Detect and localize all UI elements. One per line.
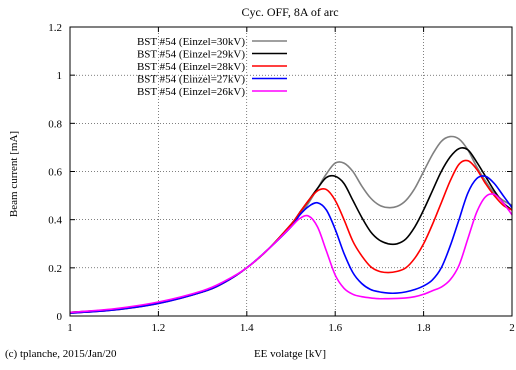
- y-tick-label: 0.8: [48, 118, 62, 130]
- legend-label: BST #54 (Einzel=30kV): [137, 36, 245, 48]
- series-lines: [69, 135, 513, 314]
- y-axis-label: Beam current [mA]: [8, 131, 20, 217]
- y-tick-label: 1: [57, 70, 63, 82]
- y-tick-label: 1.2: [48, 22, 62, 34]
- axis-ticks: 1 1.2 1.4 1.6 1.8 2 0 0.2 0.4 0.6 0.8 1 1.2: [48, 22, 515, 334]
- legend-label: BST #54 (Einzel=26kV): [137, 86, 245, 98]
- chart-title: Cyc. OFF, 8A of arc: [241, 5, 338, 19]
- series-line-3: [69, 159, 513, 314]
- series-line-5: [69, 193, 513, 314]
- y-tick-label: 0.4: [48, 215, 62, 227]
- copyright-text: (c) tplanche, 2015/Jan/20: [5, 348, 117, 360]
- legend-label: BST #54 (Einzel=27kV): [137, 74, 245, 86]
- x-tick-label: 1.8: [417, 322, 431, 334]
- x-tick-label: 1: [67, 322, 73, 334]
- x-tick-label: 1.4: [240, 322, 254, 334]
- y-tick-label: 0.6: [48, 167, 62, 179]
- legend-label: BST #54 (Einzel=29kV): [137, 49, 245, 61]
- series-line-4: [69, 175, 513, 314]
- x-tick-label: 2: [509, 322, 515, 334]
- legend: BST #54 (Einzel=30kV)BST #54 (Einzel=29k…: [137, 36, 287, 98]
- legend-label: BST #54 (Einzel=28kV): [137, 61, 245, 73]
- x-axis-label: EE volatge [kV]: [254, 348, 326, 360]
- x-tick-label: 1.2: [152, 322, 166, 334]
- y-tick-label: 0: [57, 311, 63, 323]
- series-line-2: [69, 147, 513, 314]
- y-tick-label: 0.2: [48, 263, 62, 275]
- x-tick-label: 1.6: [328, 322, 342, 334]
